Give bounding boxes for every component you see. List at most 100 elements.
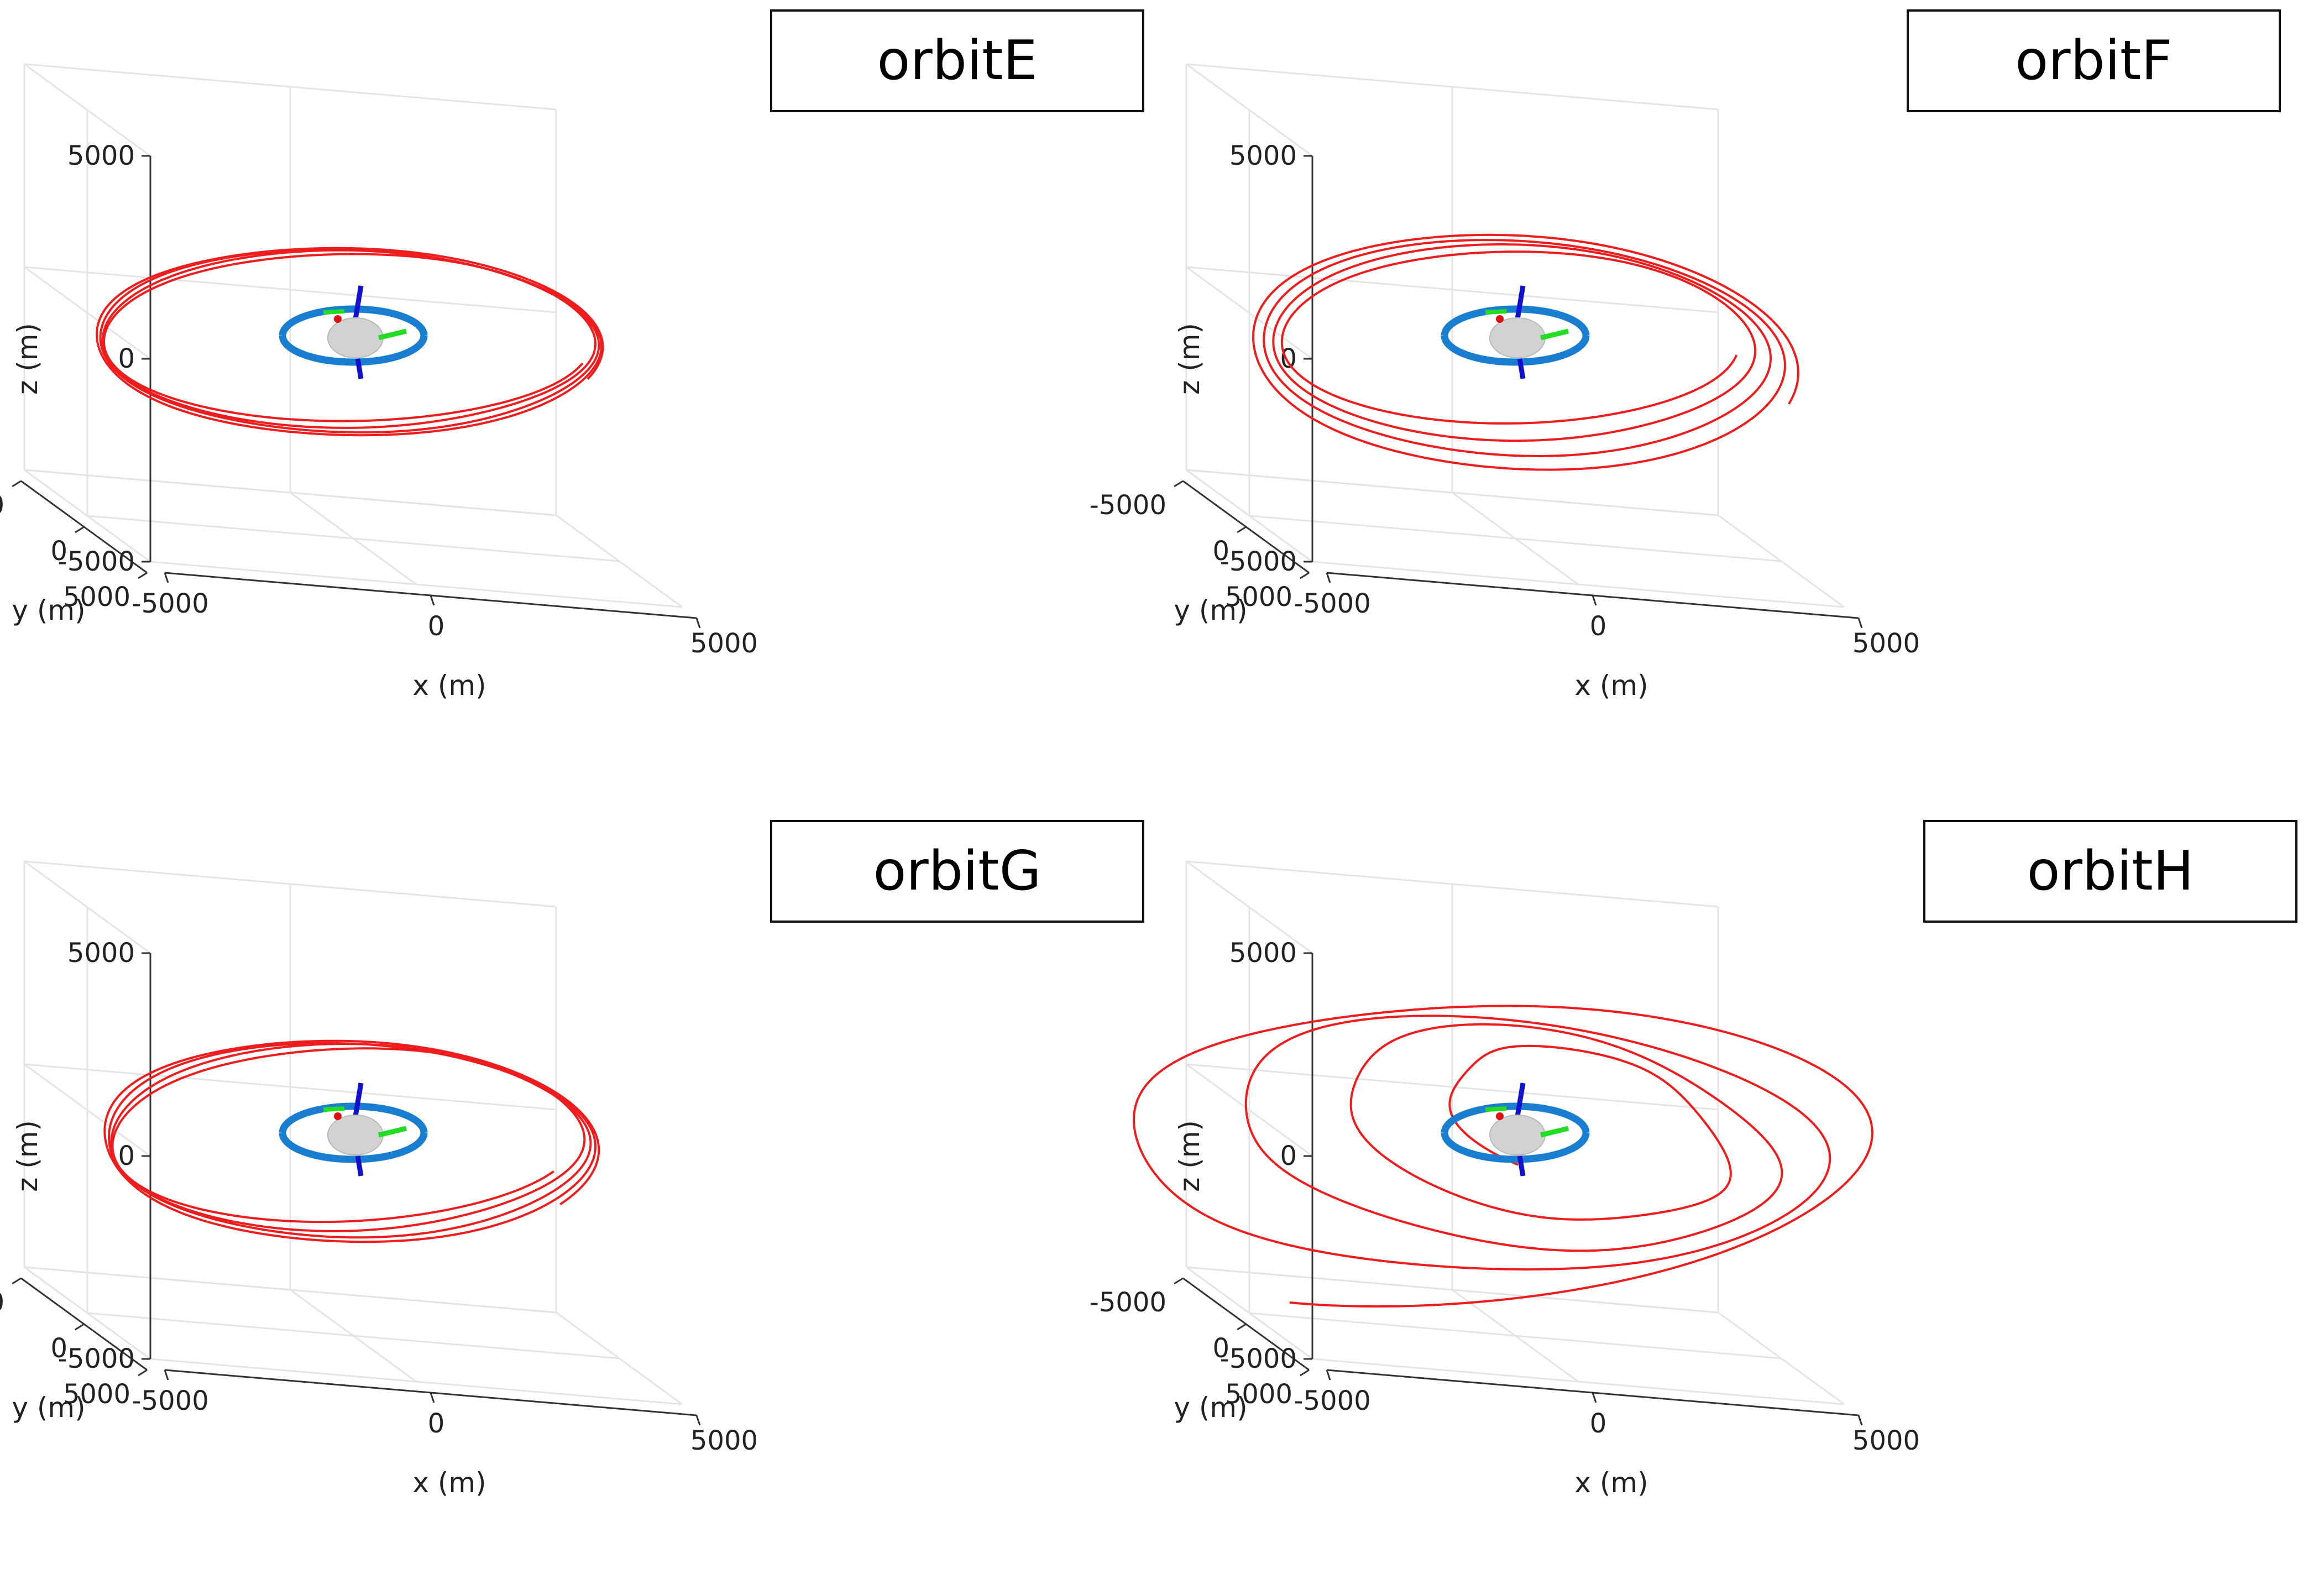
panel-orbitH: -5000 0 5000 -5000 0 5000 -5000 0 5000 z (m) x (m)… xyxy=(1090,797,2324,1594)
x-tick-mark xyxy=(430,595,435,606)
grid-line xyxy=(1186,63,1313,157)
axis-marker-z-top xyxy=(353,285,364,320)
x-tick-label: 0 xyxy=(1590,1408,1607,1439)
grid-line xyxy=(87,1312,620,1359)
y-tick-mark xyxy=(1300,572,1310,579)
ring-back xyxy=(1441,305,1590,336)
grid-line xyxy=(1249,1312,1782,1359)
y-tick-label: 0 xyxy=(50,536,67,567)
grid-line xyxy=(1312,561,1845,608)
grid-line xyxy=(24,1063,151,1157)
grid-line xyxy=(150,561,683,608)
grid-line xyxy=(24,1063,557,1111)
axis-marker-green xyxy=(378,328,407,341)
y-tick-label: 5000 xyxy=(63,1379,130,1410)
legend-box: orbitF xyxy=(1907,9,2281,112)
grid-line xyxy=(24,266,557,313)
x-axis-label: x (m) xyxy=(1574,670,1648,702)
x-tick-label: 5000 xyxy=(690,628,758,659)
z-tick-label: 0 xyxy=(1280,1141,1297,1172)
grid-line xyxy=(1186,1063,1313,1157)
y-tick-mark xyxy=(1174,1277,1184,1285)
grid-line xyxy=(1718,1311,1845,1405)
y-axis-label: y (m) xyxy=(12,1392,85,1424)
z-tick-label: -5000 xyxy=(1220,1343,1297,1374)
axis-marker-z-bottom xyxy=(355,358,364,379)
z-tick-label: -5000 xyxy=(1220,546,1297,577)
asteroid-model xyxy=(279,1082,428,1176)
grid-line xyxy=(1249,515,1782,562)
axis-marker-green xyxy=(1540,1126,1569,1138)
ring-front xyxy=(1441,335,1590,366)
y-axis-label: y (m) xyxy=(1174,1392,1247,1424)
grid-line xyxy=(1186,860,1719,908)
x-tick-mark xyxy=(1592,595,1597,606)
axis-marker-x xyxy=(1496,1112,1504,1120)
trajectory-line xyxy=(96,247,604,437)
z-axis-label: z (m) xyxy=(12,1120,44,1192)
asteroid-body xyxy=(327,317,384,358)
y-tick-label: 0 xyxy=(1212,536,1229,567)
grid-line xyxy=(24,63,151,157)
axis-marker-x xyxy=(1496,315,1504,323)
asteroid-body xyxy=(327,1115,384,1155)
asteroid-model xyxy=(1441,1082,1590,1176)
y-tick-label: -5000 xyxy=(0,490,4,521)
z-tick-label: -5000 xyxy=(58,1343,135,1374)
legend-box: orbitE xyxy=(770,9,1144,112)
axis-marker-z-top xyxy=(353,1082,364,1117)
legend-box: orbitG xyxy=(770,820,1144,923)
z-axis-label: z (m) xyxy=(12,323,44,395)
x-tick-label: -5000 xyxy=(1294,1385,1370,1416)
y-tick-label: -5000 xyxy=(0,1287,4,1318)
grid-line xyxy=(87,515,620,562)
x-tick-label: -5000 xyxy=(1294,588,1370,619)
y-tick-mark xyxy=(12,1277,22,1285)
asteroid-body xyxy=(1489,1115,1546,1155)
x-tick-mark xyxy=(1326,572,1331,583)
axis-marker-z-top xyxy=(1515,1082,1526,1117)
axis-marker-green xyxy=(1540,328,1569,341)
grid-line xyxy=(24,860,557,908)
z-axis-label: z (m) xyxy=(1174,323,1206,395)
y-tick-mark xyxy=(1174,480,1184,488)
y-tick-label: 5000 xyxy=(1225,582,1292,613)
ring-back xyxy=(279,305,428,336)
x-tick-mark xyxy=(164,1369,169,1380)
x-tick-label: 5000 xyxy=(1852,628,1920,659)
ring-front xyxy=(1441,1132,1590,1163)
grid-line xyxy=(1186,266,1313,360)
y-tick-mark xyxy=(138,572,148,579)
y-tick-label: 0 xyxy=(50,1333,67,1364)
trajectory-line xyxy=(1133,1005,1873,1308)
trajectory-line xyxy=(1252,233,1799,471)
x-tick-label: 0 xyxy=(428,1408,445,1439)
grid-line xyxy=(1186,266,1719,313)
ring-back xyxy=(279,1102,428,1133)
x-tick-label: -5000 xyxy=(132,1385,208,1416)
z-tick-label: -5000 xyxy=(58,546,135,577)
axis-marker-z-bottom xyxy=(1517,1155,1526,1176)
x-axis-label: x (m) xyxy=(412,1467,486,1499)
axis-marker-x xyxy=(334,1112,342,1120)
y-tick-mark xyxy=(75,526,85,534)
y-axis-label: y (m) xyxy=(12,594,85,626)
x-axis-label: x (m) xyxy=(412,670,486,702)
axis-marker-green-back xyxy=(323,309,345,315)
grid-line xyxy=(1186,1063,1719,1111)
y-tick-label: 5000 xyxy=(63,582,130,613)
grid-line xyxy=(1312,1358,1845,1405)
z-tick-label: 0 xyxy=(118,1141,135,1172)
x-tick-label: 5000 xyxy=(1852,1425,1920,1456)
y-axis-label: y (m) xyxy=(1174,594,1247,626)
x-axis-label: x (m) xyxy=(1574,1467,1648,1499)
z-tick-label: 5000 xyxy=(1229,140,1297,171)
z-tick-label: 5000 xyxy=(67,140,135,171)
y-tick-mark xyxy=(1300,1369,1310,1377)
axis-marker-green-back xyxy=(1485,309,1507,315)
trajectory-line xyxy=(103,1039,600,1243)
asteroid-model xyxy=(1441,285,1590,379)
